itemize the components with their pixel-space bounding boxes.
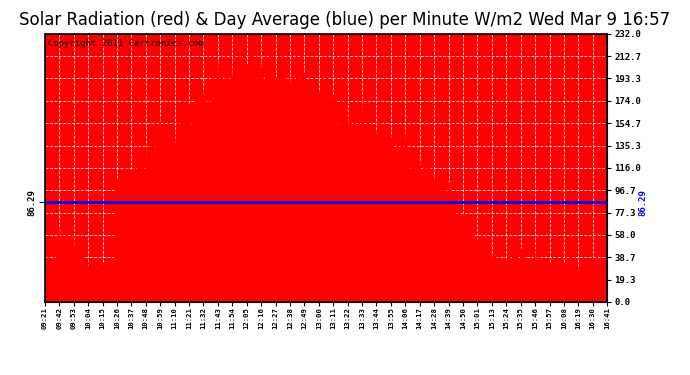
Text: 86.29: 86.29	[638, 189, 647, 216]
Text: Copyright 2011 Cartronics.com: Copyright 2011 Cartronics.com	[48, 39, 204, 48]
Text: Solar Radiation (red) & Day Average (blue) per Minute W/m2 Wed Mar 9 16:57: Solar Radiation (red) & Day Average (blu…	[19, 11, 671, 29]
